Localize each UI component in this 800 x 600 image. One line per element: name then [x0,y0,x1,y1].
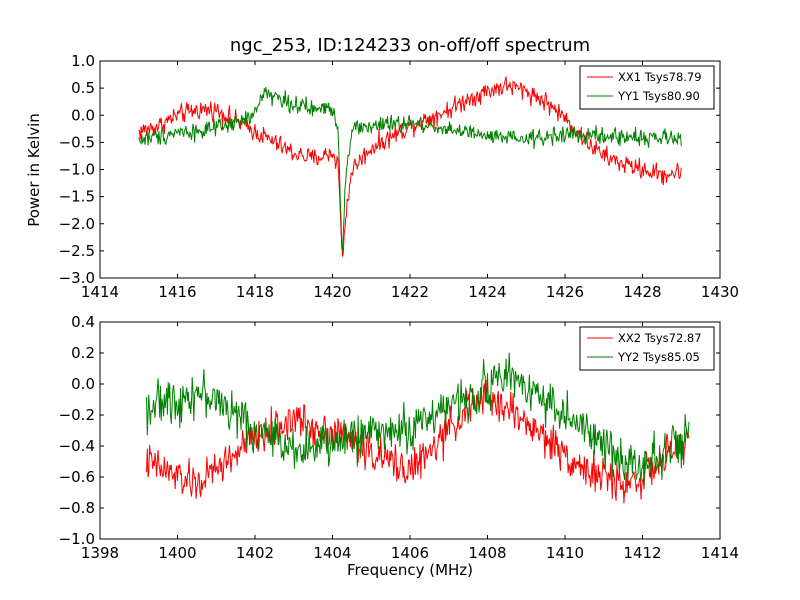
x-tick-label: 1424 [468,283,506,301]
y-tick-label: −1.0 [59,161,95,179]
y-tick-label: −0.4 [59,437,95,455]
y-tick-label: −0.2 [59,406,95,424]
x-tick-label: 1412 [623,544,661,562]
x-tick-label: 1422 [391,283,429,301]
y-tick-label: −1.0 [59,530,95,548]
x-tick-label: 1402 [236,544,274,562]
x-tick-label: 1398 [81,544,119,562]
y-axis-label: Power in Kelvin [25,113,43,227]
x-tick-label: 1404 [313,544,351,562]
x-tick-label: 1410 [546,544,584,562]
chart-title: ngc_253, ID:124233 on-off/off spectrum [229,35,591,56]
legend-label-2: YY2 Tsys85.05 [617,350,700,364]
y-tick-label: −3.0 [59,269,95,287]
y-tick-label: 0.0 [71,375,95,393]
x-tick-label: 1416 [158,283,196,301]
y-tick-label: −2.5 [59,242,95,260]
y-tick-label: 0.4 [71,313,95,331]
x-tick-label: 1418 [236,283,274,301]
y-tick-label: −0.5 [59,133,95,151]
x-tick-label: 1408 [468,544,506,562]
legend: XX1 Tsys78.79 YY1 Tsys80.90 [579,65,715,110]
series-line-1 [146,379,690,504]
legend-box [579,326,715,371]
legend-label-1: XX1 Tsys78.79 [618,70,702,84]
legend-box [579,65,715,110]
y-tick-label: 1.0 [71,52,95,70]
top-spectrum-panel: 1414 1416 1418 1420 1422 1424 1426 1428 1430 1.0 0… [59,52,740,301]
x-axis-label: Frequency (MHz) [346,561,474,579]
x-tick-label: 1428 [623,283,661,301]
y-tick-label: 0.0 [71,106,95,124]
x-tick-label: 1406 [391,544,429,562]
x-tick-label: 1420 [313,283,351,301]
x-tick-label: 1426 [546,283,584,301]
legend-label-2: YY1 Tsys80.90 [617,89,700,103]
y-tick-label: −0.6 [59,468,95,486]
bottom-spectrum-panel: 1398 1400 1402 1404 1406 1408 1410 1412 1414 0.4 0… [59,313,740,562]
series-line-2 [138,87,682,252]
y-tick-label: −2.0 [59,215,95,233]
series-line-2 [146,352,690,487]
x-tick-label: 1414 [701,544,739,562]
x-tick-label: 1414 [81,283,119,301]
x-tick-label: 1430 [701,283,739,301]
y-tick-label: 0.5 [71,79,95,97]
legend: XX2 Tsys72.87 YY2 Tsys85.05 [579,326,715,371]
y-tick-label: −0.8 [59,499,95,517]
y-tick-label: 0.2 [71,344,95,362]
legend-label-1: XX2 Tsys72.87 [618,331,702,345]
x-tick-label: 1400 [158,544,196,562]
y-tick-label: −1.5 [59,188,95,206]
